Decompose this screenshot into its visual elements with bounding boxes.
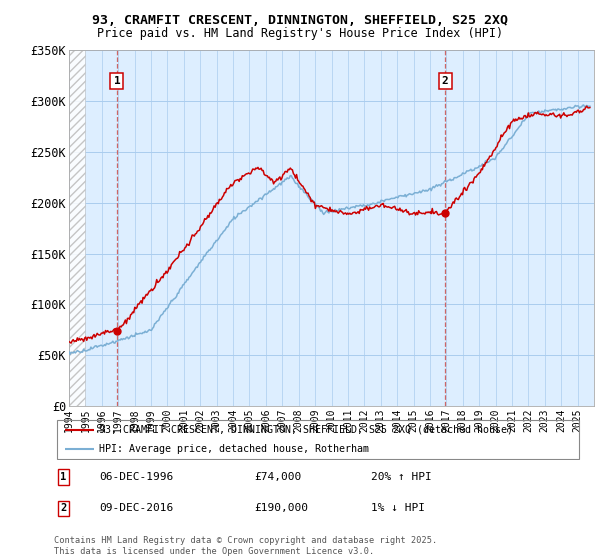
Text: 1% ↓ HPI: 1% ↓ HPI <box>371 503 425 514</box>
Text: HPI: Average price, detached house, Rotherham: HPI: Average price, detached house, Roth… <box>99 444 369 454</box>
Text: 09-DEC-2016: 09-DEC-2016 <box>99 503 173 514</box>
Text: 93, CRAMFIT CRESCENT, DINNINGTON, SHEFFIELD, S25 2XQ (detached house): 93, CRAMFIT CRESCENT, DINNINGTON, SHEFFI… <box>99 424 513 435</box>
Text: 20% ↑ HPI: 20% ↑ HPI <box>371 472 431 482</box>
Text: Contains HM Land Registry data © Crown copyright and database right 2025.
This d: Contains HM Land Registry data © Crown c… <box>54 536 437 556</box>
Text: 2: 2 <box>61 503 67 514</box>
Text: 06-DEC-1996: 06-DEC-1996 <box>99 472 173 482</box>
Text: Price paid vs. HM Land Registry's House Price Index (HPI): Price paid vs. HM Land Registry's House … <box>97 27 503 40</box>
Text: 2: 2 <box>442 76 448 86</box>
Text: 93, CRAMFIT CRESCENT, DINNINGTON, SHEFFIELD, S25 2XQ: 93, CRAMFIT CRESCENT, DINNINGTON, SHEFFI… <box>92 14 508 27</box>
Text: 1: 1 <box>61 472 67 482</box>
Text: £74,000: £74,000 <box>254 472 302 482</box>
Text: 1: 1 <box>113 76 120 86</box>
Text: £190,000: £190,000 <box>254 503 308 514</box>
